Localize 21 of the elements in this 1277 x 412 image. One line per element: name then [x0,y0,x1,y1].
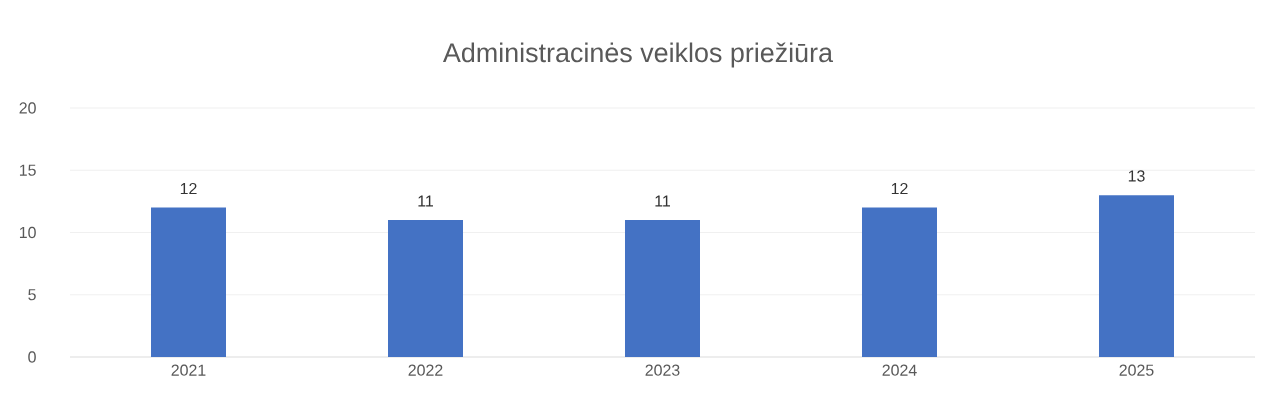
bar [625,220,700,357]
bar [1099,195,1174,357]
bar [388,220,463,357]
x-tick-label: 2023 [645,364,680,376]
y-tick-label: 15 [19,164,36,176]
x-tick-label: 2025 [1119,364,1154,376]
y-tick-label: 0 [28,351,36,363]
chart-title: Administracinės veiklos priežiūra [442,42,834,68]
data-label: 12 [891,182,908,195]
data-label: 11 [418,195,433,207]
data-label: 11 [655,195,670,207]
bar [862,207,937,357]
y-tick-label: 20 [19,102,36,114]
y-tick-label: 10 [19,226,36,239]
x-tick-label: 2021 [171,364,206,376]
x-tick-label: 2024 [882,364,917,376]
data-label: 13 [1128,170,1145,182]
data-label: 12 [180,182,197,195]
bar [151,207,226,357]
x-tick-label: 2022 [408,364,443,376]
y-tick-label: 5 [28,289,36,301]
